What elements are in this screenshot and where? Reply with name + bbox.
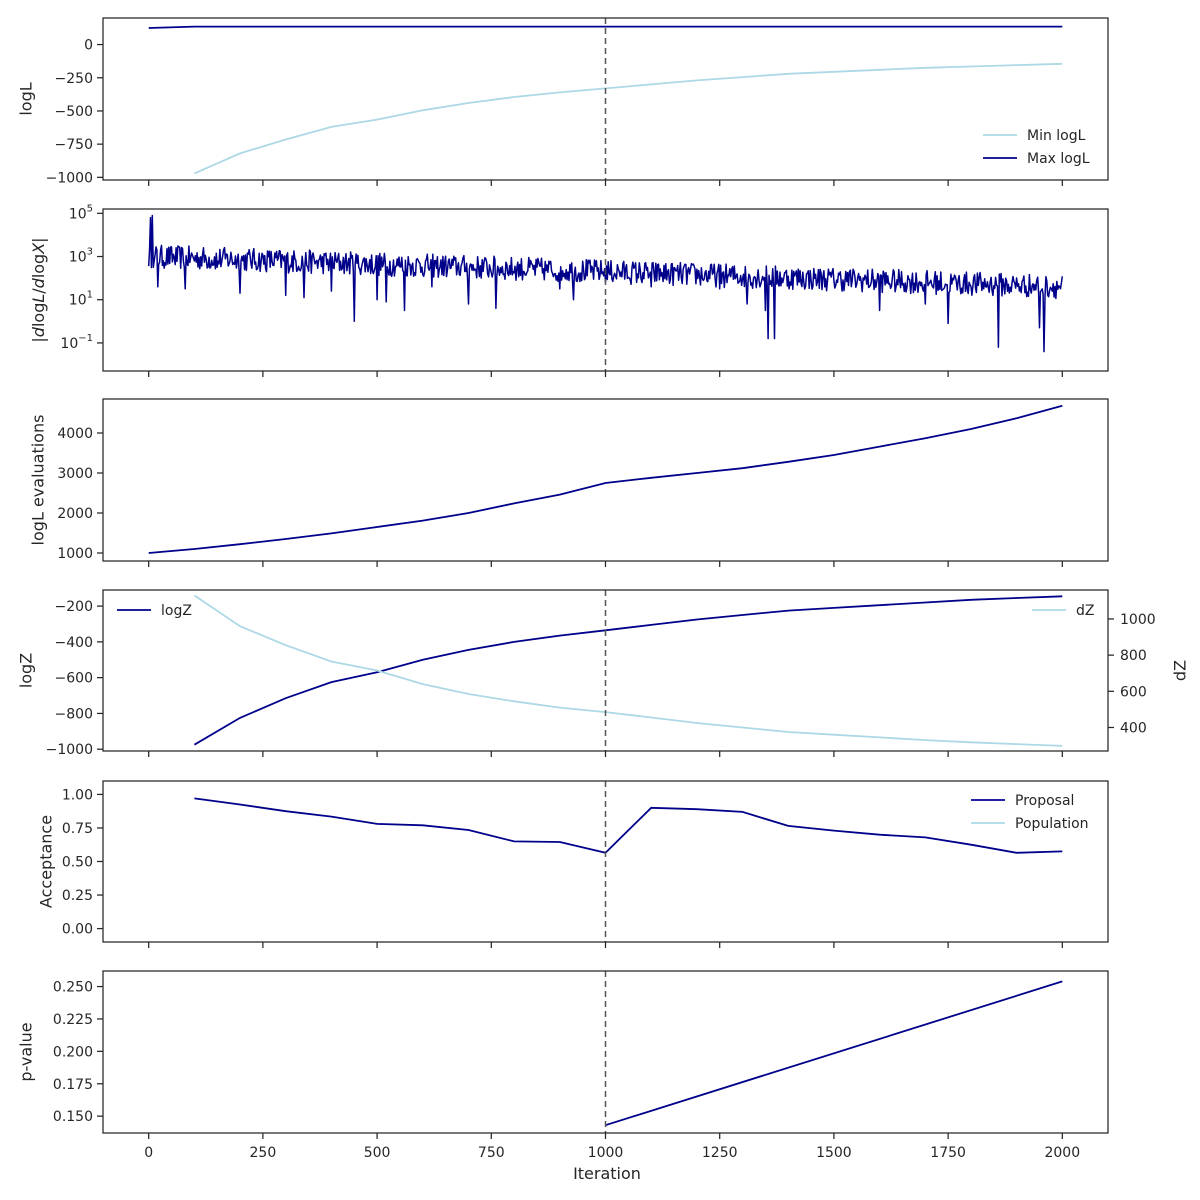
y-tick-label: −400 — [55, 635, 93, 651]
y-tick-label: 0.25 — [62, 888, 93, 904]
series-line-max-logl — [148, 25, 1063, 29]
legend-label: Proposal — [1015, 793, 1074, 809]
series-line-proposal — [194, 797, 1063, 854]
panel-4: 400 600 800 1000 dZ −200 −400 −600 −800 −1000 logZ… — [17, 589, 1190, 758]
y-tick-label: 0.225 — [53, 1012, 93, 1028]
y-tick-label: 4000 — [57, 426, 93, 442]
y-tick-label: 0.250 — [53, 980, 93, 996]
y-axis-label: p-value — [17, 1022, 36, 1081]
y-tick-label: 3000 — [57, 466, 93, 482]
legend: Min logL Max logL — [983, 128, 1090, 167]
x-tick-label: 500 — [364, 1145, 391, 1161]
y-tick-label: −1000 — [46, 742, 93, 758]
x-tick-label: 250 — [250, 1145, 277, 1161]
y-tick-label: −250 — [55, 71, 93, 87]
series-line-1 — [148, 404, 1063, 554]
legend: logZ — [117, 603, 192, 619]
series-line-1 — [605, 980, 1063, 1127]
x-tick-label: 1000 — [588, 1145, 624, 1161]
legend-label: dZ — [1076, 603, 1094, 619]
x-tick-label: 1250 — [702, 1145, 738, 1161]
y-tick-label: 1000 — [57, 546, 93, 562]
y-tick-label: −600 — [55, 671, 93, 687]
legend-label: Population — [1015, 816, 1089, 832]
x-axis-label: Iteration — [573, 1164, 641, 1183]
x-tick-label: 750 — [478, 1145, 505, 1161]
panel-6: 0.250 0.225 0.200 0.175 0.150 p-value 0 250 500 7… — [17, 970, 1109, 1161]
y-tick-label: 0.150 — [53, 1109, 93, 1125]
series-line-logz — [193, 595, 1063, 746]
panels: 0 −250 −500 −750 −1000 logL Min logL Max logL 10… — [17, 17, 1190, 1161]
x-tick-label: 1750 — [930, 1145, 966, 1161]
x-tick-label: 2000 — [1044, 1145, 1080, 1161]
y-axis-label: logL evaluations — [29, 415, 48, 546]
legend: dZ — [1032, 603, 1094, 619]
panel-1: 0 −250 −500 −750 −1000 logL Min logL Max logL — [17, 17, 1109, 186]
series-line-min-logl — [194, 62, 1063, 175]
y-tick-label: 0 — [84, 38, 93, 54]
y-axis-label: |dlogL/dlogX| — [29, 237, 48, 342]
y-tick-label: 0.50 — [62, 855, 93, 871]
y-axis-label: Acceptance — [37, 815, 56, 908]
y-tick-label: 1.00 — [62, 787, 93, 803]
y-tick-label: −1000 — [46, 170, 93, 186]
y2-tick-label: 400 — [1120, 720, 1147, 736]
y-axis-label: logL — [17, 82, 36, 115]
y-tick-label: −750 — [55, 137, 93, 153]
legend-label: logZ — [161, 603, 192, 619]
y2-tick-label: 800 — [1120, 648, 1147, 664]
legend: Proposal Population — [971, 793, 1089, 832]
y2-axis-label: dZ — [1171, 660, 1190, 681]
y-axis-label: logZ — [17, 653, 36, 688]
series-line-dz — [193, 594, 1063, 747]
y-tick-label: −800 — [55, 706, 93, 722]
y-tick-label: 0.00 — [62, 922, 93, 938]
y-tick-label: 0.75 — [62, 821, 93, 837]
y-tick-label: 0.175 — [53, 1077, 93, 1093]
y2-tick-label: 1000 — [1120, 612, 1156, 628]
x-tick-label: 1500 — [816, 1145, 852, 1161]
legend-label: Max logL — [1027, 151, 1090, 167]
panel-3: 1000 2000 3000 4000 logL evaluations — [29, 398, 1109, 567]
y2-tick-label: 600 — [1120, 684, 1147, 700]
y-tick-label: 0.200 — [53, 1044, 93, 1060]
y-tick-label: −500 — [55, 104, 93, 120]
panel-5: 1.00 0.75 0.50 0.25 0.00 Acceptance Proposal Po… — [37, 780, 1109, 948]
legend-label: Min logL — [1027, 128, 1086, 144]
x-tick-label: 0 — [144, 1145, 153, 1161]
y-tick-label: 2000 — [57, 506, 93, 522]
y-tick-label: −200 — [55, 599, 93, 615]
